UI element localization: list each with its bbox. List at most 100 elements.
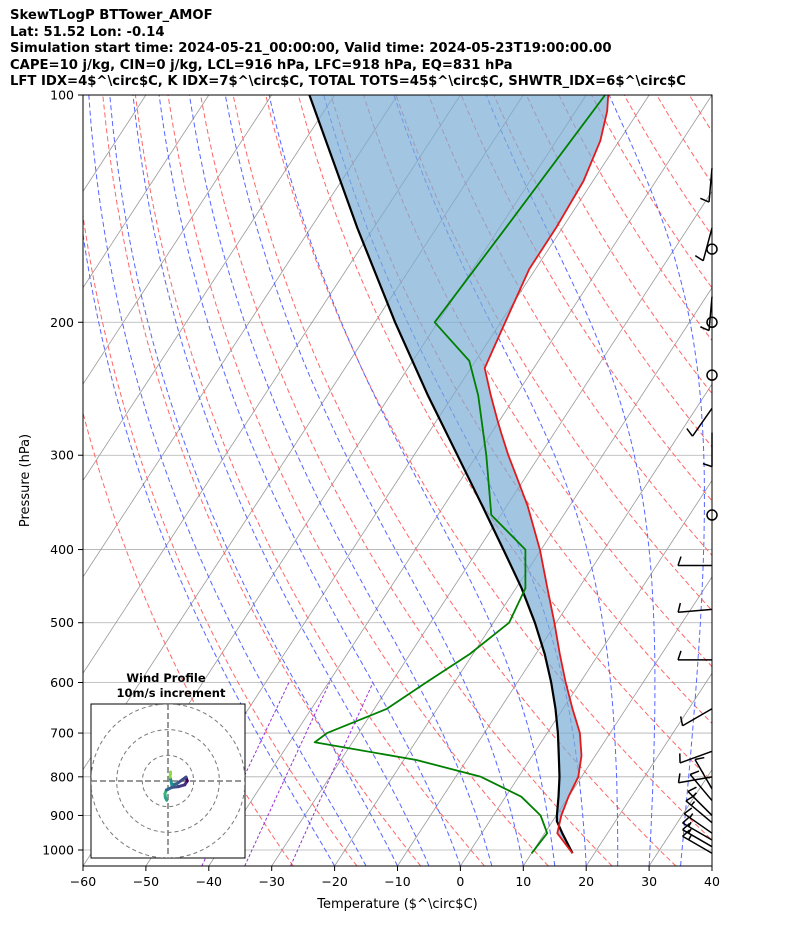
cape-shading bbox=[309, 95, 609, 854]
y-tick-label: 1000 bbox=[42, 843, 74, 858]
dry-adiabat bbox=[83, 410, 294, 866]
moist-adiabat bbox=[393, 95, 619, 866]
isotherm bbox=[585, 672, 712, 866]
chart-header: SkewTLogP BTTower_AMOF Lat: 51.52 Lon: -… bbox=[10, 8, 686, 91]
wind-barb bbox=[679, 750, 713, 764]
moist-adiabat bbox=[268, 95, 556, 866]
moist-adiabat bbox=[711, 862, 712, 866]
hodograph-subtitle: 10m/s increment bbox=[117, 686, 226, 700]
wind-barb bbox=[689, 770, 713, 802]
y-tick-label: 200 bbox=[50, 315, 74, 330]
dry-adiabat bbox=[558, 95, 712, 342]
x-tick-label: −40 bbox=[196, 874, 222, 889]
moist-adiabat bbox=[608, 95, 705, 866]
dry-adiabat bbox=[167, 95, 549, 866]
mixing-ratio-line bbox=[290, 682, 374, 866]
isotherm bbox=[711, 865, 712, 866]
y-tick-label: 900 bbox=[50, 808, 74, 823]
wind-barb bbox=[706, 369, 718, 381]
dry-adiabat bbox=[787, 95, 794, 866]
moist-adiabat bbox=[188, 95, 493, 866]
wind-barb bbox=[706, 509, 718, 521]
hodograph-title: Wind Profile bbox=[126, 671, 206, 685]
dry-adiabat bbox=[591, 95, 712, 289]
dry-adiabat bbox=[656, 95, 712, 185]
wind-barb bbox=[700, 168, 713, 203]
y-axis-title: Pressure (hPa) bbox=[18, 434, 33, 527]
isotherm bbox=[334, 287, 712, 866]
x-tick-label: 20 bbox=[578, 874, 594, 889]
wind-barbs bbox=[677, 168, 718, 854]
y-tick-label: 100 bbox=[50, 88, 74, 103]
x-tick-label: −10 bbox=[384, 874, 410, 889]
moist-adiabat bbox=[88, 95, 367, 866]
dry-adiabat bbox=[83, 212, 358, 866]
wind-barb bbox=[682, 829, 713, 854]
isotherm bbox=[648, 768, 712, 866]
y-tick-label: 800 bbox=[50, 769, 74, 784]
isotherm bbox=[271, 190, 712, 866]
stability-indices: LFT IDX=4$^\circ$C, K IDX=7$^\circ$C, TO… bbox=[10, 74, 686, 90]
hodograph-segment bbox=[175, 775, 188, 786]
x-tick-label: −50 bbox=[133, 874, 159, 889]
wind-barb bbox=[686, 407, 713, 437]
dry-adiabat bbox=[363, 95, 712, 668]
y-tick-label: 300 bbox=[50, 448, 74, 463]
wind-barb bbox=[682, 816, 713, 841]
hodograph-segment bbox=[168, 770, 173, 779]
isotherm bbox=[460, 479, 712, 866]
wind-barb bbox=[677, 556, 712, 567]
x-axis-title: Temperature ($^\circ$C) bbox=[316, 897, 477, 912]
x-tick-label: −20 bbox=[321, 874, 347, 889]
x-tick-label: −30 bbox=[259, 874, 285, 889]
x-tick-label: 10 bbox=[515, 874, 531, 889]
x-tick-label: 0 bbox=[456, 874, 464, 889]
dry-adiabat bbox=[428, 95, 712, 557]
wind-barb bbox=[677, 602, 713, 614]
isotherm bbox=[83, 95, 84, 96]
wind-barb bbox=[702, 432, 713, 468]
dry-adiabat bbox=[395, 95, 712, 612]
station-location: Lat: 51.52 Lon: -0.14 bbox=[10, 24, 165, 40]
hodograph-inset: Wind Profile 10m/s increment bbox=[90, 671, 246, 859]
simulation-times: Simulation start time: 2024-05-21_00:00:… bbox=[10, 41, 612, 57]
y-tick-label: 400 bbox=[50, 542, 74, 557]
moist-adiabat bbox=[109, 95, 398, 866]
y-tick-label: 700 bbox=[50, 726, 74, 741]
wind-barb bbox=[687, 786, 713, 816]
moist-adiabat bbox=[83, 230, 336, 866]
wind-barb bbox=[706, 316, 718, 329]
dry-adiabat bbox=[102, 95, 422, 866]
dry-adiabat bbox=[134, 95, 485, 866]
moist-adiabat bbox=[132, 95, 430, 866]
isotherm bbox=[83, 95, 273, 385]
y-tick-label: 600 bbox=[50, 675, 74, 690]
dry-adiabat bbox=[754, 95, 794, 866]
moist-adiabat bbox=[158, 95, 461, 866]
wind-barb bbox=[683, 807, 713, 834]
x-tick-label: −60 bbox=[70, 874, 96, 889]
isotherm bbox=[83, 95, 210, 289]
wind-barb bbox=[679, 708, 713, 727]
wind-barb bbox=[677, 773, 713, 784]
wind-barb bbox=[677, 650, 712, 661]
wind-barb bbox=[682, 822, 713, 848]
axes: −60 −50 −40 −30 −20 −10 0 10 20 30 40 1000 900 800 700… bbox=[18, 88, 720, 913]
dry-adiabat bbox=[722, 95, 794, 866]
y-tick-label: 500 bbox=[50, 615, 74, 630]
wind-barb bbox=[694, 756, 713, 790]
wind-barb bbox=[694, 227, 713, 262]
stability-parameters: CAPE=10 j/kg, CIN=0 j/kg, LCL=916 hPa, L… bbox=[10, 57, 513, 73]
mixing-ratio-line bbox=[244, 682, 331, 866]
moist-adiabat bbox=[224, 95, 524, 866]
chart-title: SkewTLogP BTTower_AMOF bbox=[10, 8, 213, 23]
parcel-line bbox=[308, 95, 574, 854]
isotherm bbox=[522, 576, 712, 866]
x-tick-label: 30 bbox=[641, 874, 657, 889]
wind-barb bbox=[700, 296, 713, 332]
dry-adiabat bbox=[688, 95, 712, 133]
dewpoint-line bbox=[313, 95, 606, 854]
isotherm bbox=[83, 95, 398, 578]
profiles bbox=[308, 95, 610, 854]
